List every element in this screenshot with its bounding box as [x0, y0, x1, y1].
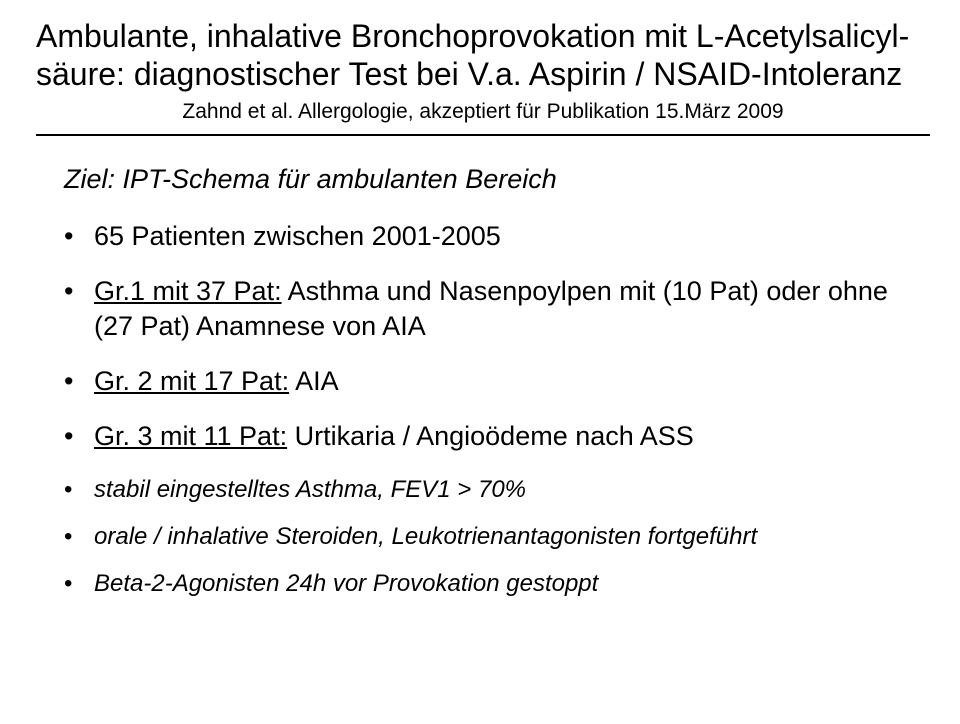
main-bullet-4: Gr. 3 mit 11 Pat: Urtikaria / Angioödeme… — [64, 419, 930, 454]
main-bullet-2: Gr.1 mit 37 Pat: Asthma und Nasenpoylpen… — [64, 274, 930, 344]
title-line-1: Ambulante, inhalative Bronchoprovokation… — [36, 18, 909, 54]
horizontal-rule — [36, 134, 930, 136]
main-bullet-1: 65 Patienten zwischen 2001-2005 — [64, 219, 930, 254]
slide: Ambulante, inhalative Bronchoprovokation… — [0, 0, 960, 724]
main-bullet-3: Gr. 2 mit 17 Pat: AIA — [64, 364, 930, 399]
secondary-bullet-list: stabil eingestelltes Asthma, FEV1 > 70% … — [36, 474, 930, 600]
bullet-text: Urtikaria / Angioödeme nach ASS — [287, 421, 694, 451]
title-line-2: säure: diagnostischer Test bei V.a. Aspi… — [36, 56, 902, 92]
bullet-text: AIA — [289, 366, 339, 396]
objective-line: Ziel: IPT-Schema für ambulanten Bereich — [64, 164, 930, 195]
bullet-underlined: Gr. 3 mit 11 Pat: — [94, 421, 287, 451]
bullet-text: Beta-2-Agonisten 24h vor Provokation ges… — [94, 570, 598, 597]
secondary-bullet-1: stabil eingestelltes Asthma, FEV1 > 70% — [64, 474, 930, 505]
main-bullet-list: 65 Patienten zwischen 2001-2005 Gr.1 mit… — [36, 219, 930, 454]
bullet-text: orale / inhalative Steroiden, Leukotrien… — [94, 523, 757, 550]
citation-line: Zahnd et al. Allergologie, akzeptiert fü… — [36, 100, 930, 124]
bullet-text: stabil eingestelltes Asthma, FEV1 > 70% — [94, 476, 526, 503]
secondary-bullet-2: orale / inhalative Steroiden, Leukotrien… — [64, 521, 930, 552]
secondary-bullet-3: Beta-2-Agonisten 24h vor Provokation ges… — [64, 568, 930, 599]
bullet-underlined: Gr.1 mit 37 Pat: — [94, 276, 282, 306]
slide-title: Ambulante, inhalative Bronchoprovokation… — [36, 18, 930, 94]
bullet-underlined: Gr. 2 mit 17 Pat: — [94, 366, 289, 396]
bullet-text: 65 Patienten zwischen 2001-2005 — [94, 221, 501, 251]
